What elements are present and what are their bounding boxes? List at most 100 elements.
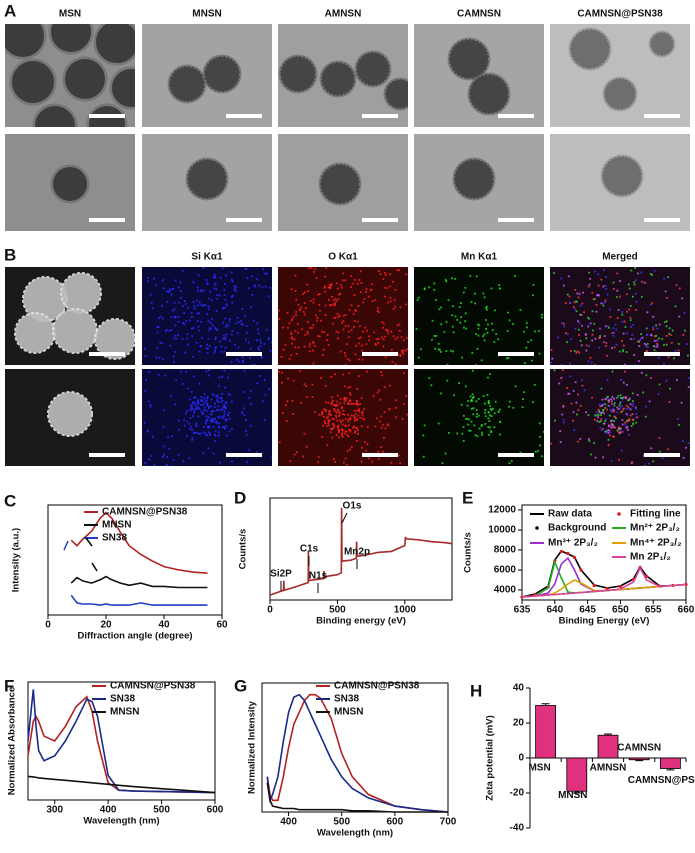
signal-dot (627, 406, 630, 408)
signal-dot (344, 424, 347, 427)
signal-dot (341, 279, 344, 282)
scale-bar (362, 352, 398, 356)
signal-dot (535, 450, 537, 453)
signal-dot (289, 331, 292, 334)
legend-label: SN38 (110, 694, 135, 705)
signal-dot (150, 455, 153, 457)
scale-bar (362, 453, 398, 457)
signal-dot (550, 349, 553, 352)
signal-dot (685, 446, 687, 449)
signal-dot (622, 350, 625, 353)
signal-dot (190, 311, 193, 314)
signal-dot (347, 386, 350, 389)
signal-dot (437, 422, 440, 425)
y-tick-label: 4000 (494, 585, 517, 596)
signal-dot (402, 349, 405, 352)
signal-dot (645, 327, 648, 330)
signal-dot (399, 354, 402, 356)
signal-dot (348, 392, 351, 395)
signal-dot (312, 342, 315, 345)
particle (279, 55, 317, 93)
signal-dot (335, 282, 338, 285)
signal-dot (629, 316, 632, 319)
signal-dot (377, 338, 380, 340)
signal-dot (382, 326, 385, 329)
signal-dot (347, 324, 350, 327)
signal-dot (395, 406, 397, 409)
signal-dot (628, 287, 631, 290)
panel-letter: C (4, 491, 16, 510)
signal-dot (541, 455, 544, 458)
signal-dot (611, 419, 613, 422)
signal-dot (230, 400, 233, 403)
arrow (341, 512, 348, 524)
signal-dot (471, 400, 473, 403)
signal-dot (612, 423, 614, 426)
signal-dot (348, 330, 350, 333)
peak-label: O1s (343, 501, 362, 512)
signal-dot (534, 330, 536, 333)
signal-dot (224, 386, 226, 389)
signal-dot (336, 400, 339, 403)
signal-dot (361, 446, 363, 449)
signal-dot (175, 337, 177, 340)
signal-dot (490, 409, 493, 411)
signal-dot (305, 445, 308, 448)
signal-dot (495, 333, 498, 335)
signal-dot (329, 431, 332, 434)
signal-dot (574, 289, 577, 291)
signal-dot (609, 434, 611, 437)
signal-dot (214, 336, 217, 339)
signal-dot (613, 346, 616, 349)
signal-dot (349, 430, 352, 433)
signal-dot (341, 429, 344, 432)
signal-dot (196, 289, 199, 292)
peak-label: Si2P (270, 569, 292, 580)
signal-dot (179, 290, 182, 292)
signal-dot (361, 344, 364, 347)
signal-dot (334, 316, 337, 319)
data-point (579, 568, 583, 572)
signal-dot (490, 287, 493, 290)
signal-dot (161, 304, 163, 307)
signal-dot (402, 339, 405, 342)
signal-dot (198, 408, 201, 410)
signal-dot (205, 434, 208, 436)
signal-dot (205, 370, 208, 373)
signal-dot (656, 345, 658, 348)
signal-dot (609, 408, 612, 411)
signal-dot (487, 400, 490, 402)
signal-dot (382, 450, 385, 453)
panel-letter: G (234, 676, 247, 695)
signal-dot (554, 419, 556, 422)
signal-dot (224, 401, 227, 404)
signal-dot (617, 308, 620, 311)
signal-dot (657, 393, 660, 395)
signal-dot (224, 406, 227, 409)
signal-dot (207, 320, 210, 323)
signal-dot (327, 286, 330, 289)
signal-dot (601, 404, 604, 407)
signal-dot (482, 335, 484, 338)
signal-dot (481, 433, 483, 436)
signal-dot (389, 273, 392, 276)
signal-dot (225, 419, 228, 422)
signal-dot (610, 398, 612, 401)
signal-dot (579, 313, 581, 316)
signal-dot (570, 402, 573, 405)
signal-dot (241, 308, 244, 310)
signal-dot (486, 308, 488, 311)
signal-dot (186, 410, 189, 413)
signal-dot (461, 356, 464, 359)
signal-dot (247, 287, 250, 290)
map-bg (550, 369, 690, 466)
signal-dot (454, 315, 457, 318)
signal-dot (611, 347, 613, 350)
signal-dot (332, 458, 335, 460)
signal-dot (213, 351, 216, 354)
y-axis-label: Counts/s (463, 532, 474, 573)
signal-dot (299, 401, 302, 404)
column-label: MSN (59, 9, 81, 20)
signal-dot (362, 301, 365, 304)
signal-dot (605, 276, 607, 278)
